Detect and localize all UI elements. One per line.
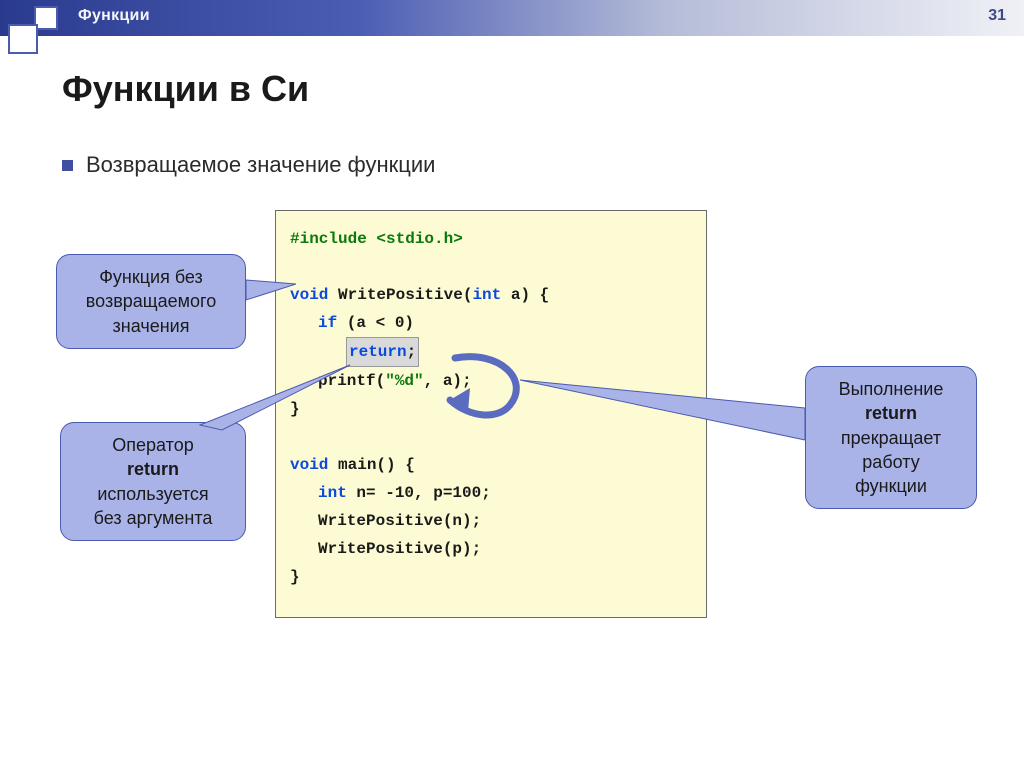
code-if: if: [318, 314, 337, 332]
code-block: #include <stdio.h> void WritePositive(in…: [275, 210, 707, 618]
callout1-line3: значения: [71, 314, 231, 338]
callout-no-return-value: Функция без возвращаемого значения: [56, 254, 246, 349]
code-fn1b: a) {: [501, 286, 549, 304]
callout3-line5: функции: [820, 474, 962, 498]
callout2-line2: return: [75, 457, 231, 481]
callout2-line1: Оператор: [75, 433, 231, 457]
code-printf: printf(: [318, 372, 385, 390]
code-void2: void: [290, 456, 328, 474]
code-void1: void: [290, 286, 328, 304]
breadcrumb: Функции: [78, 7, 150, 25]
code-call2: WritePositive(p);: [290, 535, 692, 563]
bullet-icon: [62, 160, 73, 171]
code-printf-tail: , a);: [424, 372, 472, 390]
callout-return-stops: Выполнение return прекращает работу функ…: [805, 366, 977, 509]
logo-icon: [8, 6, 60, 50]
callout1-line1: Функция без: [71, 265, 231, 289]
page-number: 31: [988, 7, 1006, 25]
header-bar: [0, 0, 1024, 36]
slide-title: Функции в Си: [62, 68, 309, 110]
callout3-line3: прекращает: [820, 426, 962, 450]
code-include-hdr: <stdio.h>: [376, 230, 462, 248]
callout3-line4: работу: [820, 450, 962, 474]
bullet-text: Возвращаемое значение функции: [86, 152, 435, 178]
code-return: return: [349, 343, 407, 361]
code-int2: int: [318, 484, 347, 502]
code-int1: int: [472, 286, 501, 304]
code-close2: }: [290, 563, 692, 591]
code-decl: n= -10, p=100;: [347, 484, 491, 502]
callout2-line3: используется: [75, 482, 231, 506]
code-call1: WritePositive(n);: [290, 507, 692, 535]
code-include-kw: #include: [290, 230, 367, 248]
callout-return-no-arg: Оператор return используется без аргумен…: [60, 422, 246, 541]
code-return-highlight: return;: [346, 337, 419, 367]
code-fmt: "%d": [385, 372, 423, 390]
code-close1: }: [290, 395, 692, 423]
code-main: main() {: [328, 456, 414, 474]
code-semicolon: ;: [407, 343, 417, 361]
code-fn1: WritePositive(: [328, 286, 472, 304]
callout1-line2: возвращаемого: [71, 289, 231, 313]
code-if-expr: (a < 0): [337, 314, 414, 332]
callout2-line4: без аргумента: [75, 506, 231, 530]
callout3-line1: Выполнение: [820, 377, 962, 401]
callout3-line2: return: [820, 401, 962, 425]
